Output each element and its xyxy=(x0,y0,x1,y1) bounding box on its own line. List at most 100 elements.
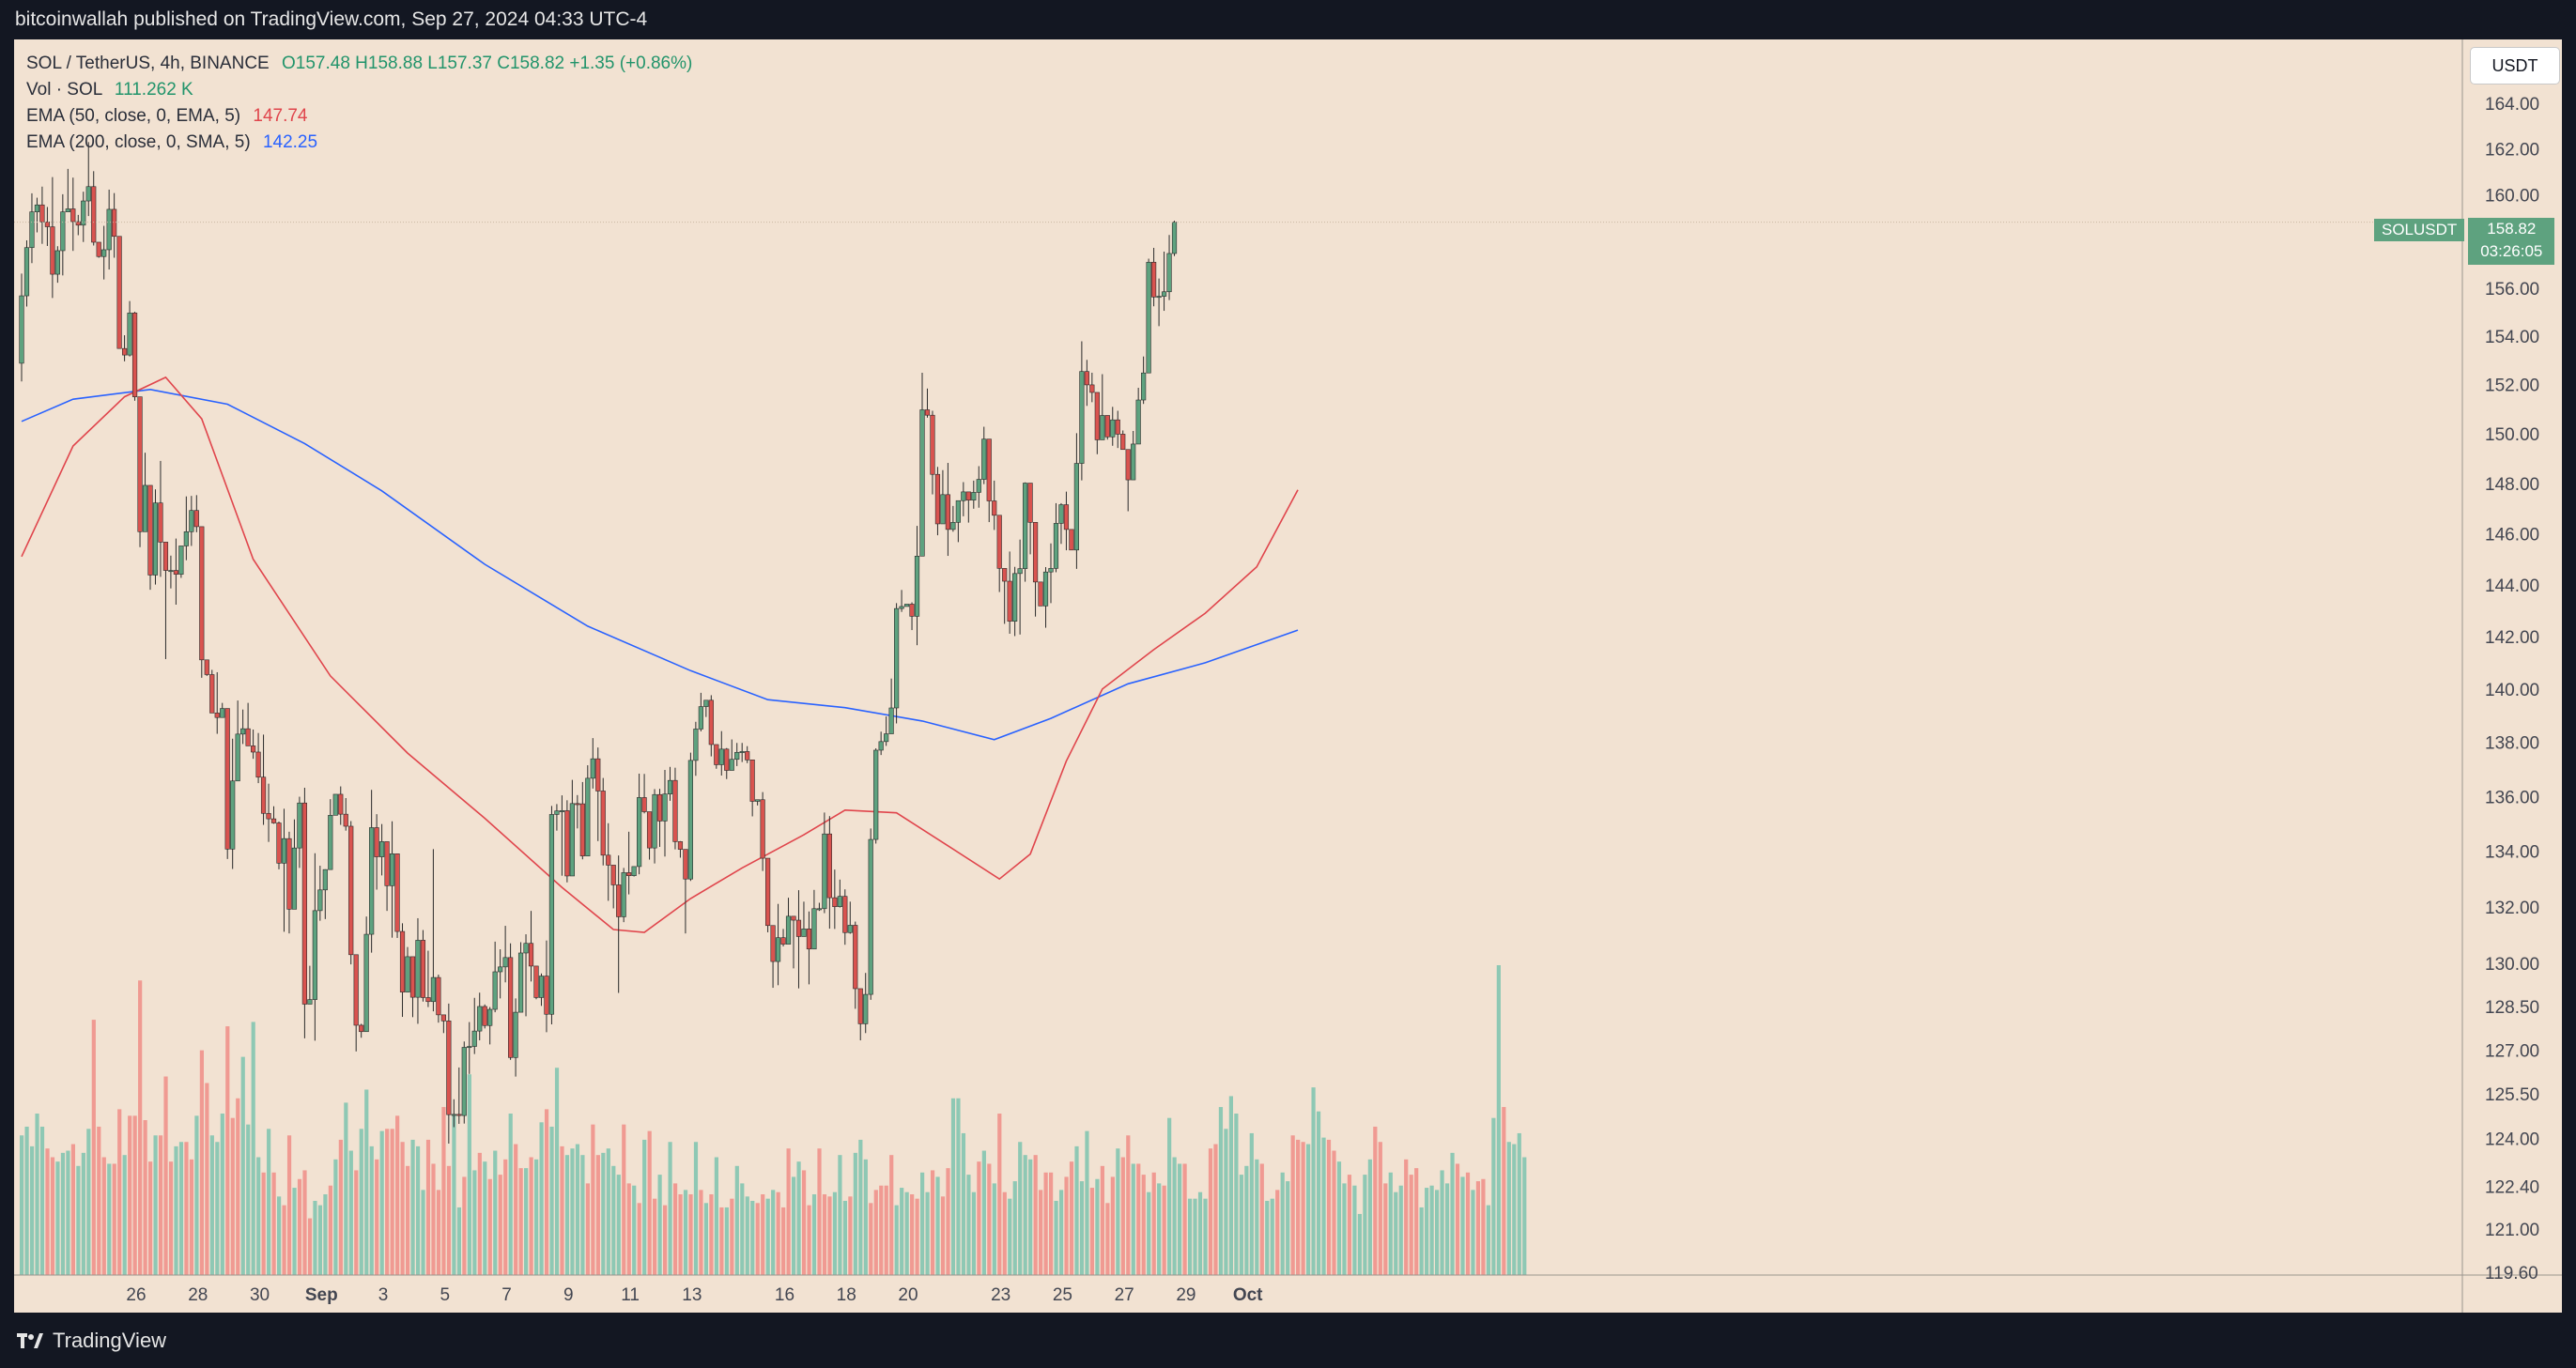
volume-bar xyxy=(575,1144,580,1275)
volume-bar xyxy=(220,1114,224,1275)
volume-label: Vol · SOL xyxy=(26,80,102,100)
volume-bar xyxy=(792,1176,796,1275)
legend-volume-row[interactable]: Vol · SOL 111.262 K xyxy=(26,77,692,103)
candle-body xyxy=(1032,522,1039,583)
candle-body xyxy=(338,793,344,815)
volume-bar xyxy=(1332,1150,1336,1275)
volume-bar xyxy=(817,1148,822,1275)
candle-body xyxy=(137,396,143,532)
volume-bar xyxy=(209,1135,214,1275)
candle-body xyxy=(1151,261,1157,298)
candle-body xyxy=(1120,434,1126,451)
candle-body xyxy=(456,1114,462,1116)
chart-frame[interactable]: 164.00162.00160.00158.00156.00154.00152.… xyxy=(14,39,2562,1313)
candle-body xyxy=(677,841,684,850)
volume-bar xyxy=(199,1050,204,1275)
volume-bar xyxy=(1008,1198,1012,1275)
candle-body xyxy=(1100,415,1105,440)
candle-body xyxy=(868,838,873,995)
candle-body xyxy=(1161,291,1167,297)
volume-bar xyxy=(1224,1129,1228,1275)
volume-bar xyxy=(230,1117,235,1275)
volume-bar xyxy=(1259,1163,1264,1275)
volume-bar xyxy=(354,1170,359,1275)
candle-body xyxy=(70,208,76,223)
price-tick-label: 140.00 xyxy=(2485,681,2539,700)
candle-body xyxy=(91,186,97,243)
volume-bar xyxy=(307,1218,313,1275)
candle-body xyxy=(791,915,796,921)
candle-body xyxy=(131,313,138,397)
legend-ema200-row[interactable]: EMA (200, close, 0, SMA, 5) 142.25 xyxy=(26,130,692,156)
tradingview-logo[interactable]: TradingView xyxy=(17,1313,166,1368)
volume-bar xyxy=(606,1148,610,1275)
volume-bar xyxy=(1033,1155,1038,1275)
volume-bar xyxy=(925,1191,930,1275)
volume-bar xyxy=(585,1183,590,1275)
volume-bar xyxy=(112,1163,116,1275)
volume-bar xyxy=(81,1152,85,1275)
currency-button[interactable]: USDT xyxy=(2470,47,2560,85)
candle-body xyxy=(1023,483,1028,569)
volume-bar xyxy=(1409,1175,1413,1275)
candle-body xyxy=(389,853,395,886)
time-tick-label: 25 xyxy=(1053,1285,1072,1305)
volume-bar xyxy=(1023,1155,1027,1275)
volume-bar xyxy=(101,1157,106,1275)
ema50-line xyxy=(21,376,1299,933)
volume-bar xyxy=(672,1183,678,1275)
volume-bar xyxy=(1157,1183,1162,1275)
candle-body xyxy=(461,1047,467,1116)
footer-brand: TradingView xyxy=(53,1329,167,1352)
candle-body xyxy=(760,799,765,859)
candle-body xyxy=(204,659,209,675)
volume-bar xyxy=(832,1191,838,1275)
price-chart-svg[interactable]: 164.00162.00160.00158.00156.00154.00152.… xyxy=(14,39,2562,1313)
volume-bar xyxy=(1270,1198,1274,1275)
volume-bar xyxy=(128,1115,132,1275)
price-tick-label: 130.00 xyxy=(2485,955,2539,975)
candle-body xyxy=(523,943,529,954)
candle-body xyxy=(147,484,153,576)
volume-bar xyxy=(91,1020,96,1275)
candle-body xyxy=(230,780,236,850)
candle-body xyxy=(996,515,1002,569)
candle-body xyxy=(745,751,750,761)
candle-body xyxy=(616,884,622,917)
volume-bar xyxy=(369,1145,374,1275)
volume-bar xyxy=(487,1178,492,1275)
volume-bar xyxy=(148,1161,153,1275)
volume-bar xyxy=(359,1129,363,1275)
volume-bar xyxy=(256,1157,261,1275)
volume-bar xyxy=(1162,1185,1166,1275)
symbol-info[interactable]: SOL / TetherUS, 4h, BINANCE xyxy=(26,54,270,73)
volume-bar xyxy=(1100,1165,1104,1275)
candle-body xyxy=(785,915,792,945)
legend-ema50-row[interactable]: EMA (50, close, 0, EMA, 5) 147.74 xyxy=(26,103,692,130)
volume-bar xyxy=(1131,1163,1135,1275)
volume-bar xyxy=(946,1168,950,1275)
price-tick-label: 125.50 xyxy=(2485,1085,2539,1105)
volume-bar xyxy=(514,1144,518,1275)
candle-body xyxy=(899,606,904,609)
candle-body xyxy=(914,556,920,617)
price-tick-label: 124.00 xyxy=(2485,1130,2539,1150)
candle-body xyxy=(168,570,174,573)
candle-body xyxy=(142,484,148,532)
volume-bar xyxy=(1208,1148,1213,1275)
volume-bar xyxy=(755,1203,760,1275)
candle-body xyxy=(976,479,981,493)
candle-body xyxy=(1058,504,1064,524)
volume-bar xyxy=(745,1196,749,1275)
time-tick-label: 5 xyxy=(440,1285,451,1305)
candle-body xyxy=(873,749,879,840)
volume-bar xyxy=(966,1175,971,1275)
candle-body xyxy=(39,204,45,223)
volume-bar xyxy=(20,1135,24,1275)
candle-body xyxy=(888,707,894,734)
volume-bar xyxy=(508,1114,513,1275)
volume-bar xyxy=(1326,1139,1332,1275)
volume-bar xyxy=(421,1190,425,1275)
volume-bar xyxy=(467,1074,471,1275)
volume-bar xyxy=(158,1135,163,1275)
